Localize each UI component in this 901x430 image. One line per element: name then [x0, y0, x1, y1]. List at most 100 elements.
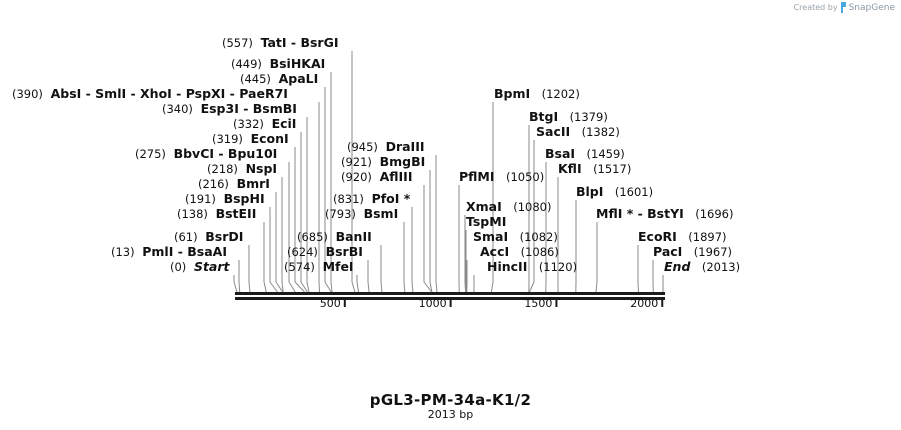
site-position: (340) [162, 102, 193, 116]
enzyme-site-label[interactable]: MflI * - BstYI (1696) [596, 206, 734, 222]
enzyme-name: TatI - BsrGI [260, 35, 339, 50]
ruler-tick-label: 500 [319, 297, 341, 310]
enzyme-name: MflI * - BstYI [596, 206, 684, 221]
enzyme-site-label[interactable]: (557) TatI - BsrGI [222, 35, 339, 51]
site-position: (216) [198, 177, 229, 191]
enzyme-site-label[interactable]: BtgI (1379) [529, 109, 608, 125]
enzyme-site-label[interactable]: (831) PfoI * [333, 191, 411, 207]
enzyme-name: BsrBI [325, 244, 363, 259]
enzyme-name: AflIII [379, 169, 413, 184]
enzyme-site-label[interactable]: (921) BmgBI [341, 154, 426, 170]
enzyme-site-label[interactable]: (138) BstEII [177, 207, 256, 222]
enzyme-site-label[interactable]: PflMI (1050) [459, 170, 544, 185]
site-position: (1696) [695, 207, 734, 221]
ruler-tick-label: 1000 [418, 297, 447, 310]
enzyme-name: BtgI [529, 109, 559, 124]
enzyme-site-label[interactable]: (216) BmrI [198, 176, 270, 192]
enzyme-name: DraIII [385, 139, 425, 154]
enzyme-site-label[interactable]: (445) ApaLI [240, 71, 319, 87]
enzyme-site-label[interactable]: End (2013) [664, 260, 740, 275]
enzyme-site-label[interactable]: XmaI (1080) [466, 199, 552, 215]
enzyme-site-label[interactable]: (191) BspHI [185, 191, 265, 207]
enzyme-site-label[interactable]: KflI (1517) [558, 162, 632, 177]
site-position: (191) [185, 192, 216, 206]
site-position: (138) [177, 207, 208, 221]
map-length: 2013 bp [427, 408, 474, 421]
enzyme-site-label[interactable]: AccI (1086) [480, 244, 559, 260]
enzyme-site-label[interactable]: (574) MfeI [284, 259, 354, 275]
site-position: (390) [12, 87, 43, 101]
snapgene-credit: Created by SnapGene [794, 2, 895, 13]
enzyme-name: Esp3I - BsmBI [200, 101, 297, 116]
enzyme-name: SacII [536, 124, 571, 139]
enzyme-site-label[interactable]: (275) BbvCI - Bpu10I [135, 146, 278, 162]
enzyme-site-label[interactable]: (61) BsrDI [174, 230, 243, 245]
site-position: (921) [341, 155, 372, 169]
credit-prefix: Created by [793, 3, 838, 12]
enzyme-name: PacI [653, 244, 683, 259]
site-position: (275) [135, 147, 166, 161]
enzyme-site-label[interactable]: (0) Start [170, 260, 230, 275]
enzyme-name: BspHI [223, 191, 265, 206]
enzyme-site-label[interactable]: BsaI (1459) [545, 147, 625, 162]
site-position: (1517) [593, 162, 632, 176]
enzyme-name: BmrI [236, 176, 270, 191]
enzyme-site-label[interactable]: (13) PmlI - BsaAI [111, 244, 227, 260]
enzyme-site-label[interactable]: SmaI (1082) [473, 229, 558, 245]
enzyme-name: EciI [271, 116, 297, 131]
enzyme-site-label[interactable]: (332) EciI [233, 116, 297, 132]
site-position: (1601) [614, 185, 654, 199]
enzyme-site-label[interactable]: TspMI [466, 215, 506, 229]
site-position: (1459) [586, 147, 625, 161]
site-position: (1202) [541, 87, 580, 101]
enzyme-site-label[interactable]: (340) Esp3I - BsmBI [162, 101, 297, 117]
site-position: (1120) [538, 260, 578, 274]
enzyme-name: SmaI [473, 229, 509, 244]
site-position: (1082) [519, 230, 558, 244]
enzyme-name: ApaLI [278, 71, 319, 86]
enzyme-site-label[interactable]: (624) BsrBI [287, 244, 363, 260]
enzyme-name: NspI [245, 161, 278, 176]
enzyme-site-label[interactable]: (793) BsmI [325, 207, 398, 222]
enzyme-site-label[interactable]: (390) AbsI - SmlI - XhoI - PspXI - PaeR7… [12, 87, 288, 102]
enzyme-site-label[interactable]: (449) BsiHKAI [231, 56, 326, 72]
enzyme-site-label[interactable]: EcoRI (1897) [638, 229, 727, 245]
site-position: (61) [174, 230, 198, 244]
enzyme-site-label[interactable]: (319) EconI [212, 132, 289, 147]
enzyme-site-label[interactable]: SacII (1382) [536, 124, 620, 140]
site-position: (218) [207, 162, 238, 176]
sequence-bar-bottom [235, 297, 665, 300]
enzyme-site-label[interactable]: (945) DraIII [347, 139, 425, 155]
enzyme-site-label[interactable]: BlpI (1601) [576, 184, 654, 200]
enzyme-name: BsiHKAI [269, 56, 326, 71]
site-position: (831) [333, 192, 364, 206]
enzyme-site-label[interactable]: (920) AflIII [341, 169, 413, 185]
enzyme-name: XmaI [466, 199, 502, 214]
site-position: (685) [297, 230, 328, 244]
enzyme-site-label[interactable]: (685) BanII [297, 230, 372, 245]
site-position: (0) [170, 260, 187, 274]
site-position: (1080) [513, 200, 552, 214]
credit-brand: SnapGene [848, 2, 895, 13]
enzyme-name: TspMI [466, 214, 507, 229]
enzyme-site-label[interactable]: BpmI (1202) [494, 87, 580, 102]
enzyme-name: BmgBI [379, 154, 426, 169]
enzyme-site-label[interactable]: HincII (1120) [487, 260, 578, 275]
enzyme-name: PmlI - BsaAI [142, 244, 227, 259]
site-position: (1382) [581, 125, 620, 139]
enzyme-name: MfeI [322, 259, 354, 274]
site-position: (13) [111, 245, 135, 259]
enzyme-site-label[interactable]: PacI (1967) [653, 244, 732, 260]
enzyme-site-label[interactable]: (218) NspI [207, 161, 278, 177]
enzyme-name: AccI [480, 244, 510, 259]
site-position: (945) [347, 140, 378, 154]
enzyme-name: PfoI * [371, 191, 411, 206]
site-position: (449) [231, 57, 262, 71]
map-title: pGL3-PM-34a-K1/2 [369, 391, 532, 409]
enzyme-name: EcoRI [638, 229, 677, 244]
enzyme-name: BbvCI - Bpu10I [173, 146, 278, 161]
site-position: (574) [284, 260, 315, 274]
enzyme-name: BlpI [576, 184, 604, 199]
